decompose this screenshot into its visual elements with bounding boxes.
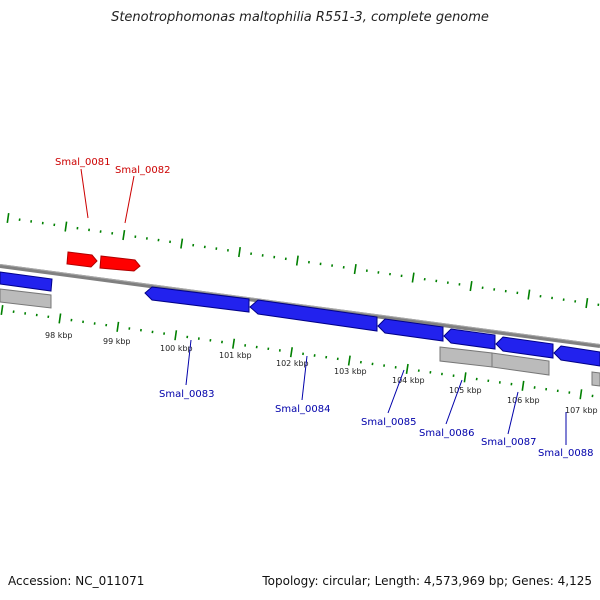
leader-line-smal-0085 (387, 369, 405, 414)
major-tick (58, 313, 62, 324)
gene-label-smal-0085[interactable]: Smal_0085 (361, 417, 416, 428)
leader-line-smal-0081 (80, 168, 89, 219)
kbp-label: 101 kbp (219, 351, 252, 360)
kbp-label: 105 kbp (449, 386, 482, 395)
major-tick (295, 255, 299, 266)
gene-label-smal-0084[interactable]: Smal_0084 (275, 404, 330, 415)
leader-line-smal-0084 (301, 355, 308, 401)
major-tick (0, 304, 4, 316)
gene-arrow-smal-0084[interactable] (249, 299, 378, 332)
gene-label-smal-0088[interactable]: Smal_0088 (538, 448, 593, 459)
major-tick (411, 272, 415, 283)
major-tick (180, 238, 184, 249)
gene-label-smal-0087[interactable]: Smal_0087 (481, 437, 536, 448)
gene-arrow-smal-0087[interactable] (495, 336, 554, 359)
genome-summary-text: Topology: circular; Length: 4,573,969 bp… (262, 574, 592, 588)
gene-arrow-smal-0088[interactable] (553, 345, 600, 367)
major-tick (232, 338, 236, 349)
gene-arrow-smal-0085[interactable] (377, 318, 444, 342)
major-tick (585, 297, 589, 309)
gene-arrow-smal-0086[interactable] (443, 328, 496, 350)
genome-title: Stenotrophomonas maltophilia R551-3, com… (111, 10, 489, 25)
kbp-label: 103 kbp (334, 367, 367, 376)
major-tick (405, 363, 409, 375)
kbp-label: 107 kbp (565, 406, 598, 415)
major-tick (579, 389, 583, 400)
kbp-label: 102 kbp (276, 359, 309, 368)
kbp-label: 106 kbp (507, 396, 540, 405)
major-tick (174, 330, 178, 341)
leader-line-smal-0082 (124, 175, 135, 224)
major-tick (353, 263, 357, 275)
feature-bar-left[interactable] (0, 288, 52, 309)
kbp-label: 98 kbp (45, 331, 73, 340)
feature-bar-right-partial[interactable] (591, 371, 600, 387)
gene-label-smal-0082[interactable]: Smal_0082 (115, 165, 170, 176)
inner-tick-ring (0, 304, 594, 400)
genome-backbone-highlight (0, 264, 600, 345)
major-tick (527, 289, 531, 300)
major-tick (64, 221, 68, 232)
kbp-label: 99 kbp (103, 337, 131, 346)
leader-line-smal-0083 (185, 339, 192, 386)
feature-bar-a[interactable] (439, 346, 493, 368)
feature-bar-b[interactable] (491, 352, 550, 376)
major-tick (289, 347, 293, 358)
outer-tick-ring (6, 212, 600, 309)
gene-label-smal-0081[interactable]: Smal_0081 (55, 157, 110, 168)
accession-text: Accession: NC_011071 (8, 574, 145, 588)
major-tick (116, 321, 120, 332)
leader-line-smal-0087 (507, 391, 519, 435)
major-tick (6, 212, 10, 224)
gene-label-smal-0086[interactable]: Smal_0086 (419, 428, 474, 439)
gene-arrow-smal-0082[interactable] (99, 255, 141, 272)
gene-arrow-smal-0083[interactable] (144, 286, 250, 313)
leader-line-smal-0086 (445, 379, 463, 425)
major-tick (469, 280, 473, 292)
gene-arrow-smal-0081[interactable] (66, 251, 98, 268)
major-tick (521, 380, 525, 391)
kbp-label: 100 kbp (160, 344, 193, 353)
gene-label-smal-0083[interactable]: Smal_0083 (159, 389, 214, 400)
major-tick (347, 355, 351, 366)
major-tick (463, 372, 467, 383)
gene-arrow-left-partial[interactable] (0, 271, 53, 292)
kbp-label: 104 kbp (392, 376, 425, 385)
major-tick (238, 246, 241, 258)
major-tick (122, 229, 126, 241)
